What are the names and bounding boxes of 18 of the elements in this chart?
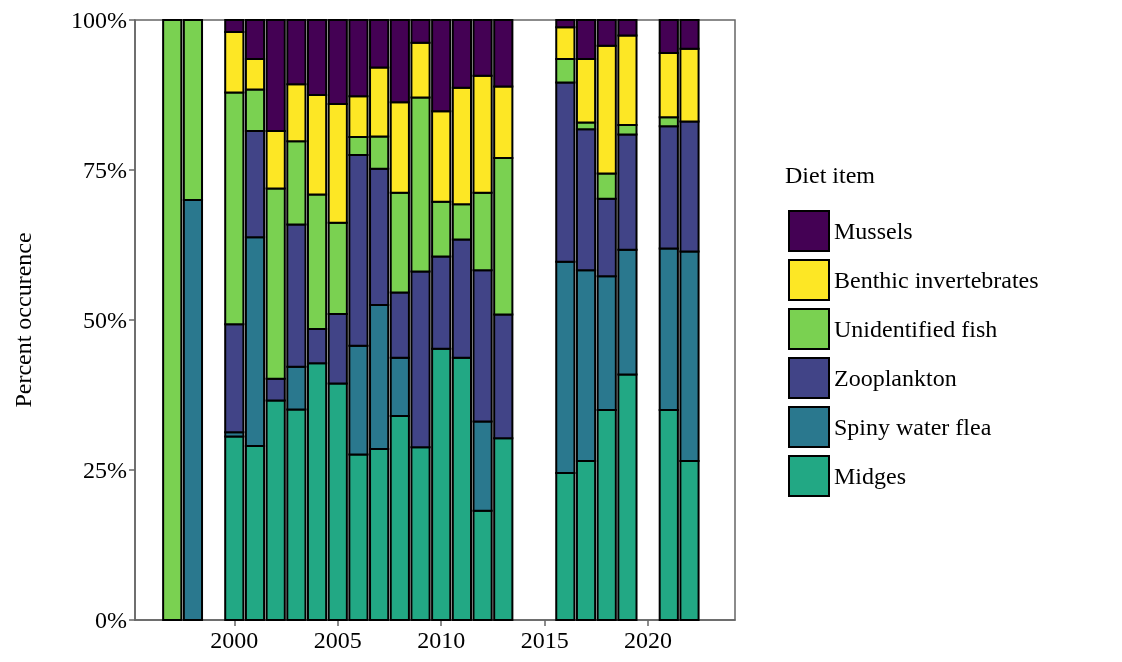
x-tick-label: 2005 [313,627,362,653]
y-axis-title: Percent occurence [10,232,36,408]
y-tick-label: 100% [71,7,127,33]
y-tick-label: 75% [83,157,127,183]
y-tick-label: 0% [95,607,127,633]
x-tick-label: 2020 [624,627,673,653]
legend-label: Unidentified fish [834,316,998,342]
legend-label: Midges [834,463,906,489]
legend-label: Zooplankton [834,365,957,391]
y-tick-label: 25% [83,457,127,483]
legend-title: Diet item [785,162,876,188]
legend-label: Mussels [834,218,913,244]
x-tick-label: 2015 [520,627,569,653]
x-tick-label: 2000 [210,627,259,653]
legend-label: Spiny water flea [834,414,992,440]
legend-label: Benthic invertebrates [834,267,1039,293]
y-tick-label: 50% [83,307,127,333]
x-tick-label: 2010 [417,627,466,653]
